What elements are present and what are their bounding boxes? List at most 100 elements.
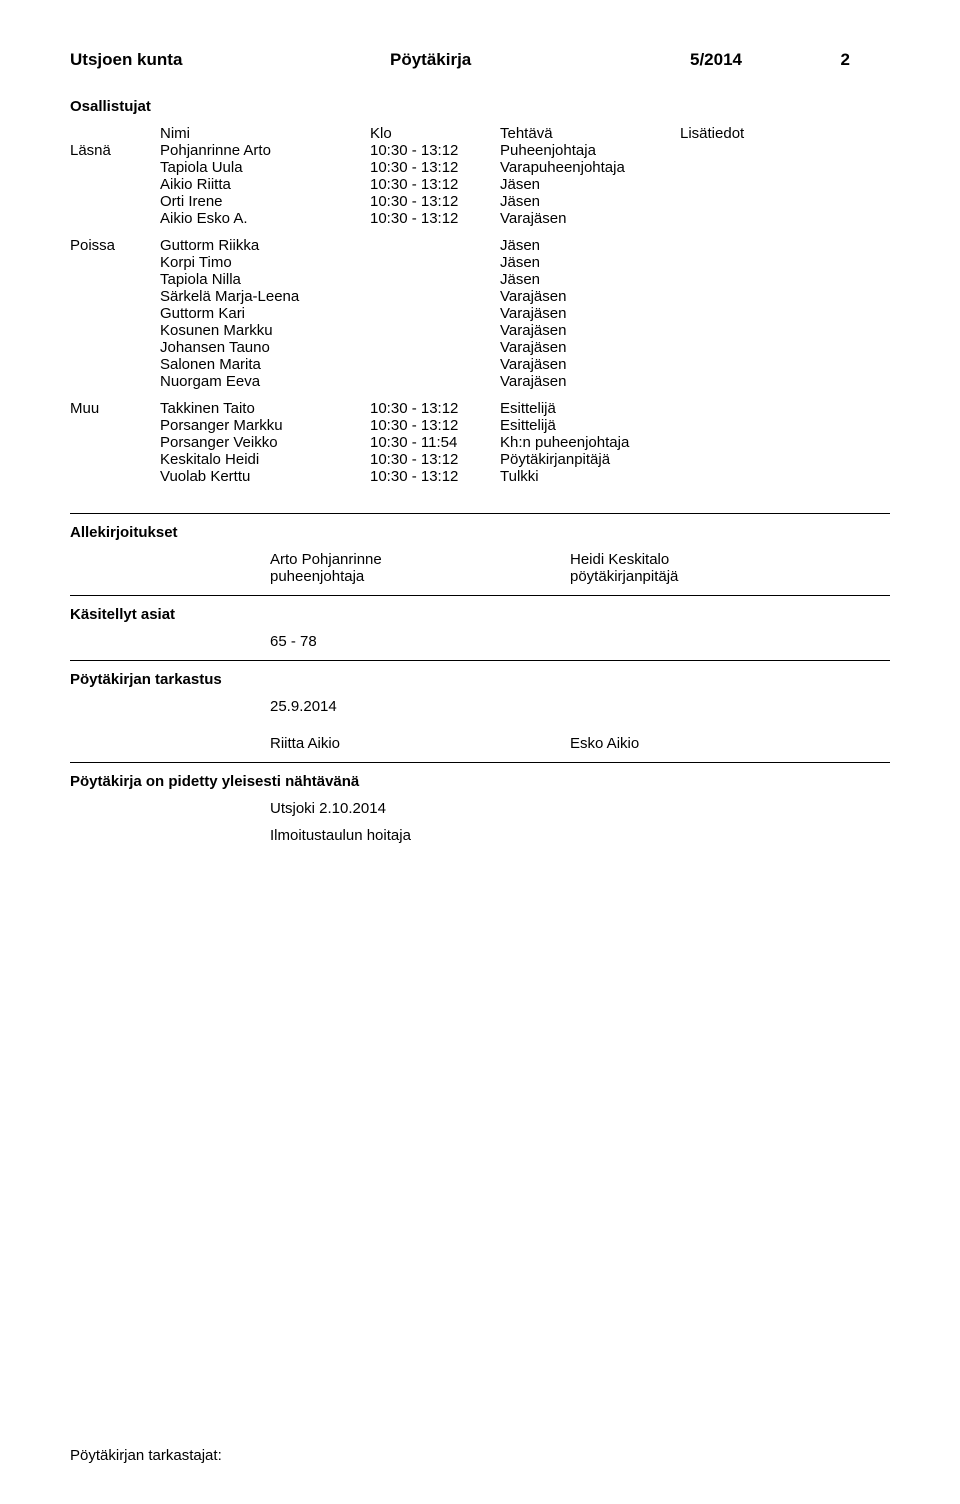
check-date: 25.9.2014 <box>70 698 890 715</box>
other-time: 10:30 - 11:54 <box>370 434 500 451</box>
handled-heading: Käsitellyt asiat <box>70 606 890 623</box>
absent-role: Varajäsen <box>500 356 680 373</box>
other-role: Kh:n puheenjohtaja <box>500 434 680 451</box>
absent-role: Jäsen <box>500 237 680 254</box>
absent-row: Tapiola Nilla Jäsen <box>70 271 890 288</box>
header-pagenum: 2 <box>790 50 850 70</box>
absent-name: Guttorm Kari <box>160 305 370 322</box>
absent-row: Guttorm Kari Varajäsen <box>70 305 890 322</box>
other-row: Porsanger Markku 10:30 - 13:12 Esittelij… <box>70 417 890 434</box>
present-name: Orti Irene <box>160 193 370 210</box>
present-role: Puheenjohtaja <box>500 142 680 159</box>
absent-tag: Poissa <box>70 237 160 254</box>
other-row: Muu Takkinen Taito 10:30 - 13:12 Esittel… <box>70 400 890 417</box>
handled-range: 65 - 78 <box>70 633 890 650</box>
other-time: 10:30 - 13:12 <box>370 400 500 417</box>
other-time: 10:30 - 13:12 <box>370 468 500 485</box>
other-name: Takkinen Taito <box>160 400 370 417</box>
signature-names: Arto Pohjanrinne Heidi Keskitalo <box>70 551 890 568</box>
sig-right-title: pöytäkirjanpitäjä <box>570 568 830 585</box>
check-left: Riitta Aikio <box>270 735 570 752</box>
present-row: Tapiola Uula 10:30 - 13:12 Varapuheenjoh… <box>70 159 890 176</box>
absent-name: Salonen Marita <box>160 356 370 373</box>
absent-name: Särkelä Marja-Leena <box>160 288 370 305</box>
present-row: Läsnä Pohjanrinne Arto 10:30 - 13:12 Puh… <box>70 142 890 159</box>
absent-role: Varajäsen <box>500 305 680 322</box>
other-name: Keskitalo Heidi <box>160 451 370 468</box>
sig-left-name: Arto Pohjanrinne <box>270 551 570 568</box>
other-role: Esittelijä <box>500 400 680 417</box>
page: Utsjoen kunta Pöytäkirja 5/2014 2 Osalli… <box>0 0 960 1504</box>
signatures-heading: Allekirjoitukset <box>70 524 890 541</box>
footer-text: Pöytäkirjan tarkastajat: <box>70 1447 222 1464</box>
other-time: 10:30 - 13:12 <box>370 451 500 468</box>
col-time: Klo <box>370 125 500 142</box>
present-row: Orti Irene 10:30 - 13:12 Jäsen <box>70 193 890 210</box>
present-time: 10:30 - 13:12 <box>370 193 500 210</box>
absent-name: Guttorm Riikka <box>160 237 370 254</box>
page-header: Utsjoen kunta Pöytäkirja 5/2014 2 <box>70 50 890 70</box>
column-headers: Nimi Klo Tehtävä Lisätiedot <box>70 125 890 142</box>
other-time: 10:30 - 13:12 <box>370 417 500 434</box>
present-role: Jäsen <box>500 193 680 210</box>
other-role: Pöytäkirjanpitäjä <box>500 451 680 468</box>
public-place: Utsjoki 2.10.2014 <box>70 800 890 817</box>
col-role: Tehtävä <box>500 125 680 142</box>
present-time: 10:30 - 13:12 <box>370 176 500 193</box>
absent-role: Varajäsen <box>500 322 680 339</box>
other-row: Vuolab Kerttu 10:30 - 13:12 Tulkki <box>70 468 890 485</box>
present-role: Varajäsen <box>500 210 680 227</box>
present-name: Tapiola Uula <box>160 159 370 176</box>
other-row: Porsanger Veikko 10:30 - 11:54 Kh:n puhe… <box>70 434 890 451</box>
sig-left-title: puheenjohtaja <box>270 568 570 585</box>
absent-row: Korpi Timo Jäsen <box>70 254 890 271</box>
absent-row: Särkelä Marja-Leena Varajäsen <box>70 288 890 305</box>
present-row: Aikio Riitta 10:30 - 13:12 Jäsen <box>70 176 890 193</box>
present-time: 10:30 - 13:12 <box>370 159 500 176</box>
absent-role: Varajäsen <box>500 339 680 356</box>
absent-role: Varajäsen <box>500 373 680 390</box>
absent-name: Kosunen Markku <box>160 322 370 339</box>
present-role: Jäsen <box>500 176 680 193</box>
absent-role: Varajäsen <box>500 288 680 305</box>
check-right: Esko Aikio <box>570 735 830 752</box>
present-tag: Läsnä <box>70 142 160 159</box>
other-row: Keskitalo Heidi 10:30 - 13:12 Pöytäkirja… <box>70 451 890 468</box>
other-name: Porsanger Markku <box>160 417 370 434</box>
col-name: Nimi <box>160 125 370 142</box>
absent-name: Tapiola Nilla <box>160 271 370 288</box>
absent-role: Jäsen <box>500 254 680 271</box>
other-tag: Muu <box>70 400 160 417</box>
header-doctype: Pöytäkirja <box>390 50 690 70</box>
other-name: Vuolab Kerttu <box>160 468 370 485</box>
present-role: Varapuheenjohtaja <box>500 159 680 176</box>
absent-row: Nuorgam Eeva Varajäsen <box>70 373 890 390</box>
public-who: Ilmoitustaulun hoitaja <box>70 827 890 844</box>
signature-titles: puheenjohtaja pöytäkirjanpitäjä <box>70 568 890 585</box>
absent-row: Poissa Guttorm Riikka Jäsen <box>70 237 890 254</box>
other-name: Porsanger Veikko <box>160 434 370 451</box>
absent-row: Kosunen Markku Varajäsen <box>70 322 890 339</box>
other-role: Tulkki <box>500 468 680 485</box>
header-org: Utsjoen kunta <box>70 50 390 70</box>
header-docnum: 5/2014 <box>690 50 790 70</box>
absent-row: Johansen Tauno Varajäsen <box>70 339 890 356</box>
absent-name: Nuorgam Eeva <box>160 373 370 390</box>
absent-name: Korpi Timo <box>160 254 370 271</box>
present-time: 10:30 - 13:12 <box>370 210 500 227</box>
present-time: 10:30 - 13:12 <box>370 142 500 159</box>
col-extra: Lisätiedot <box>680 125 890 142</box>
absent-role: Jäsen <box>500 271 680 288</box>
absent-row: Salonen Marita Varajäsen <box>70 356 890 373</box>
other-role: Esittelijä <box>500 417 680 434</box>
absent-name: Johansen Tauno <box>160 339 370 356</box>
participants-title: Osallistujat <box>70 98 890 115</box>
sig-right-name: Heidi Keskitalo <box>570 551 830 568</box>
present-name: Pohjanrinne Arto <box>160 142 370 159</box>
present-name: Aikio Riitta <box>160 176 370 193</box>
present-row: Aikio Esko A. 10:30 - 13:12 Varajäsen <box>70 210 890 227</box>
check-heading: Pöytäkirjan tarkastus <box>70 671 890 688</box>
check-names: Riitta Aikio Esko Aikio <box>70 735 890 752</box>
public-heading: Pöytäkirja on pidetty yleisesti nähtävän… <box>70 773 890 790</box>
present-name: Aikio Esko A. <box>160 210 370 227</box>
